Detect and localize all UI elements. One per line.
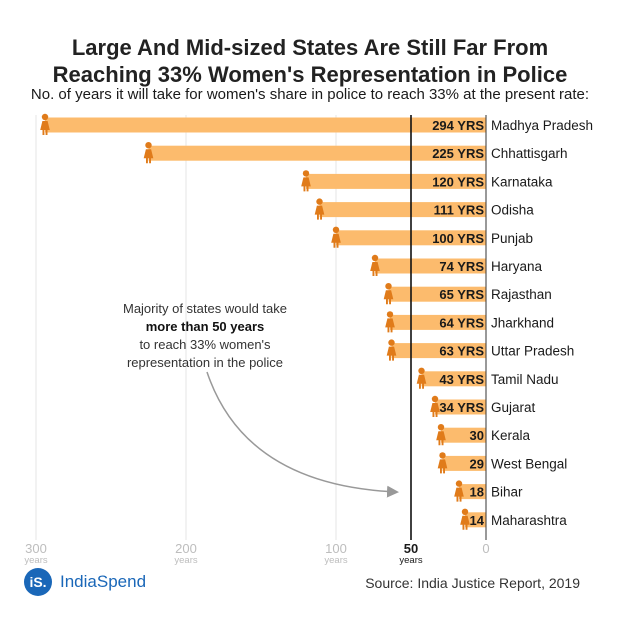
bar xyxy=(148,145,486,161)
bar-value-label: 65 YRS xyxy=(439,287,484,302)
category-label: Maharashtra xyxy=(491,513,567,528)
category-label: Gujarat xyxy=(491,400,536,415)
bar-value-label: 100 YRS xyxy=(432,231,484,246)
tick-label-0: 0 xyxy=(482,541,489,556)
annotation-line-4: representation in the police xyxy=(127,355,283,370)
bar-group: 14 Maharashtra xyxy=(460,508,567,530)
woman-figure-icon xyxy=(430,395,440,417)
category-label: Karnataka xyxy=(491,174,553,189)
annotation-arrow xyxy=(206,371,399,498)
bar-value-label: 43 YRS xyxy=(439,372,484,387)
bar-value-label: 34 YRS xyxy=(439,400,484,415)
tick-label-300: 300 xyxy=(25,541,47,556)
bar-value-label: 74 YRS xyxy=(439,259,484,274)
woman-figure-icon xyxy=(454,480,464,502)
chart-title-line-1: Large And Mid-sized States Are Still Far… xyxy=(71,35,549,60)
chart-title-line-2: Reaching 33% Women's Representation in P… xyxy=(52,62,568,87)
bar-value-label: 14 xyxy=(470,513,485,528)
bar xyxy=(390,314,486,330)
bar xyxy=(465,512,486,528)
annotation-line-2: more than 50 years xyxy=(146,319,265,334)
bar xyxy=(319,202,486,218)
annotation-line-1: Majority of states would take xyxy=(123,301,287,316)
bar-group: 64 YRS Jharkhand xyxy=(385,311,554,333)
logo-text: IndiaSpend xyxy=(60,572,147,591)
bar-group: 29 West Bengal xyxy=(437,452,567,474)
woman-figure-icon xyxy=(301,170,311,192)
bar-value-label: 225 YRS xyxy=(432,146,484,161)
bar-group: 65 YRS Rajasthan xyxy=(383,283,552,305)
bar-value-label: 120 YRS xyxy=(432,174,484,189)
logo-mark: iS. xyxy=(24,568,52,596)
bar-group: 18 Bihar xyxy=(454,480,523,502)
category-label: Tamil Nadu xyxy=(491,372,559,387)
category-label: Rajasthan xyxy=(491,287,552,302)
bar-value-label: 18 xyxy=(470,485,484,500)
woman-figure-icon xyxy=(385,311,395,333)
bar-group: 43 YRS Tamil Nadu xyxy=(416,367,559,389)
woman-figure-icon xyxy=(331,226,341,248)
category-label: Uttar Pradesh xyxy=(491,344,574,359)
source-note: Source: India Justice Report, 2019 xyxy=(365,575,580,591)
tick-unit-label: years xyxy=(24,555,47,566)
tick-unit-label: years xyxy=(174,555,197,566)
chart-subtitle: No. of years it will take for women's sh… xyxy=(30,86,590,103)
bar xyxy=(442,455,486,471)
bar xyxy=(421,371,486,387)
woman-figure-icon xyxy=(314,198,325,220)
bar-value-label: 30 xyxy=(470,428,484,443)
annotation-line-3: to reach 33% women's xyxy=(139,337,271,352)
woman-figure-icon xyxy=(383,283,394,305)
bar-group: 294 YRS Madhya Pradesh xyxy=(40,113,593,135)
category-label: Bihar xyxy=(491,485,523,500)
category-label: Jharkhand xyxy=(491,315,554,330)
woman-figure-icon xyxy=(416,367,427,389)
bar-group: 225 YRS Chhattisgarh xyxy=(143,142,568,164)
category-label: Kerala xyxy=(491,428,531,443)
annotation: Majority of states would take more than … xyxy=(123,301,399,498)
category-label: Odisha xyxy=(491,203,534,218)
bar xyxy=(306,173,486,189)
tick-label-200: 200 xyxy=(175,541,197,556)
bar-group: 100 YRS Punjab xyxy=(331,226,533,248)
tick-unit-label: years xyxy=(324,555,347,566)
bar-value-label: 111 YRS xyxy=(434,203,485,218)
tick-label-50: 50 xyxy=(404,541,418,556)
category-label: West Bengal xyxy=(491,456,567,471)
bar-group: 120 YRS Karnataka xyxy=(301,170,553,192)
woman-figure-icon xyxy=(460,508,470,530)
indiaspend-logo: iS. IndiaSpend xyxy=(24,568,146,596)
bar-value-label: 29 xyxy=(470,456,484,471)
woman-figure-icon xyxy=(437,452,448,474)
bar xyxy=(441,427,486,443)
bar-value-label: 294 YRS xyxy=(432,118,484,133)
tick-unit-label: years xyxy=(399,555,422,566)
bar-group: 34 YRS Gujarat xyxy=(430,395,536,417)
bar-group: 74 YRS Haryana xyxy=(370,254,543,276)
category-label: Haryana xyxy=(491,259,543,274)
bar-group: 30 Kerala xyxy=(436,424,531,446)
bar-value-label: 64 YRS xyxy=(439,315,484,330)
woman-figure-icon xyxy=(40,113,50,135)
woman-figure-icon xyxy=(386,339,397,361)
tick-label-100: 100 xyxy=(325,541,347,556)
bar xyxy=(375,258,486,274)
bar xyxy=(435,399,486,415)
woman-figure-icon xyxy=(143,142,154,164)
bar-group: 63 YRS Uttar Pradesh xyxy=(386,339,574,361)
bar-group: 111 YRS Odisha xyxy=(314,198,534,220)
bar-value-label: 63 YRS xyxy=(439,344,484,359)
woman-figure-icon xyxy=(436,424,446,446)
bar xyxy=(459,484,486,500)
woman-figure-icon xyxy=(370,254,380,276)
category-label: Punjab xyxy=(491,231,533,246)
bar xyxy=(388,286,486,302)
category-label: Chhattisgarh xyxy=(491,146,568,161)
category-label: Madhya Pradesh xyxy=(491,118,593,133)
bar xyxy=(45,117,486,133)
bar xyxy=(391,343,486,359)
